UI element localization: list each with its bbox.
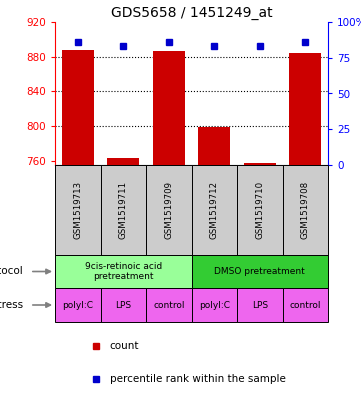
Text: polyI:C: polyI:C [199,301,230,310]
Bar [191,255,328,288]
Text: control: control [290,301,321,310]
Bar [146,288,191,322]
Bar [237,165,283,255]
Bar [55,288,100,322]
Bar [100,165,146,255]
Text: control: control [153,301,184,310]
Bar [198,127,230,165]
Bar [289,53,321,165]
Text: DMSO pretreatment: DMSO pretreatment [214,267,305,276]
Bar [55,165,100,255]
Bar [62,50,93,165]
Text: 9cis-retinoic acid
pretreatment: 9cis-retinoic acid pretreatment [84,262,162,281]
Text: GSM1519708: GSM1519708 [301,181,310,239]
Text: stress: stress [0,300,23,310]
Text: GSM1519711: GSM1519711 [119,181,128,239]
Bar [55,255,191,288]
Bar [107,158,139,165]
Bar [100,288,146,322]
Bar [191,165,237,255]
Text: percentile rank within the sample: percentile rank within the sample [110,374,286,384]
Text: count: count [110,341,139,351]
Text: GSM1519709: GSM1519709 [164,181,173,239]
Bar [283,165,328,255]
Bar [237,288,283,322]
Text: LPS: LPS [115,301,131,310]
Bar [283,288,328,322]
Text: GSM1519712: GSM1519712 [210,181,219,239]
Text: GSM1519713: GSM1519713 [73,181,82,239]
Bar [244,163,276,165]
Text: protocol: protocol [0,266,23,277]
Bar [146,165,191,255]
Bar [153,51,185,165]
Text: polyI:C: polyI:C [62,301,93,310]
Text: LPS: LPS [252,301,268,310]
Text: GSM1519710: GSM1519710 [255,181,264,239]
Bar [191,288,237,322]
Title: GDS5658 / 1451249_at: GDS5658 / 1451249_at [111,6,272,20]
